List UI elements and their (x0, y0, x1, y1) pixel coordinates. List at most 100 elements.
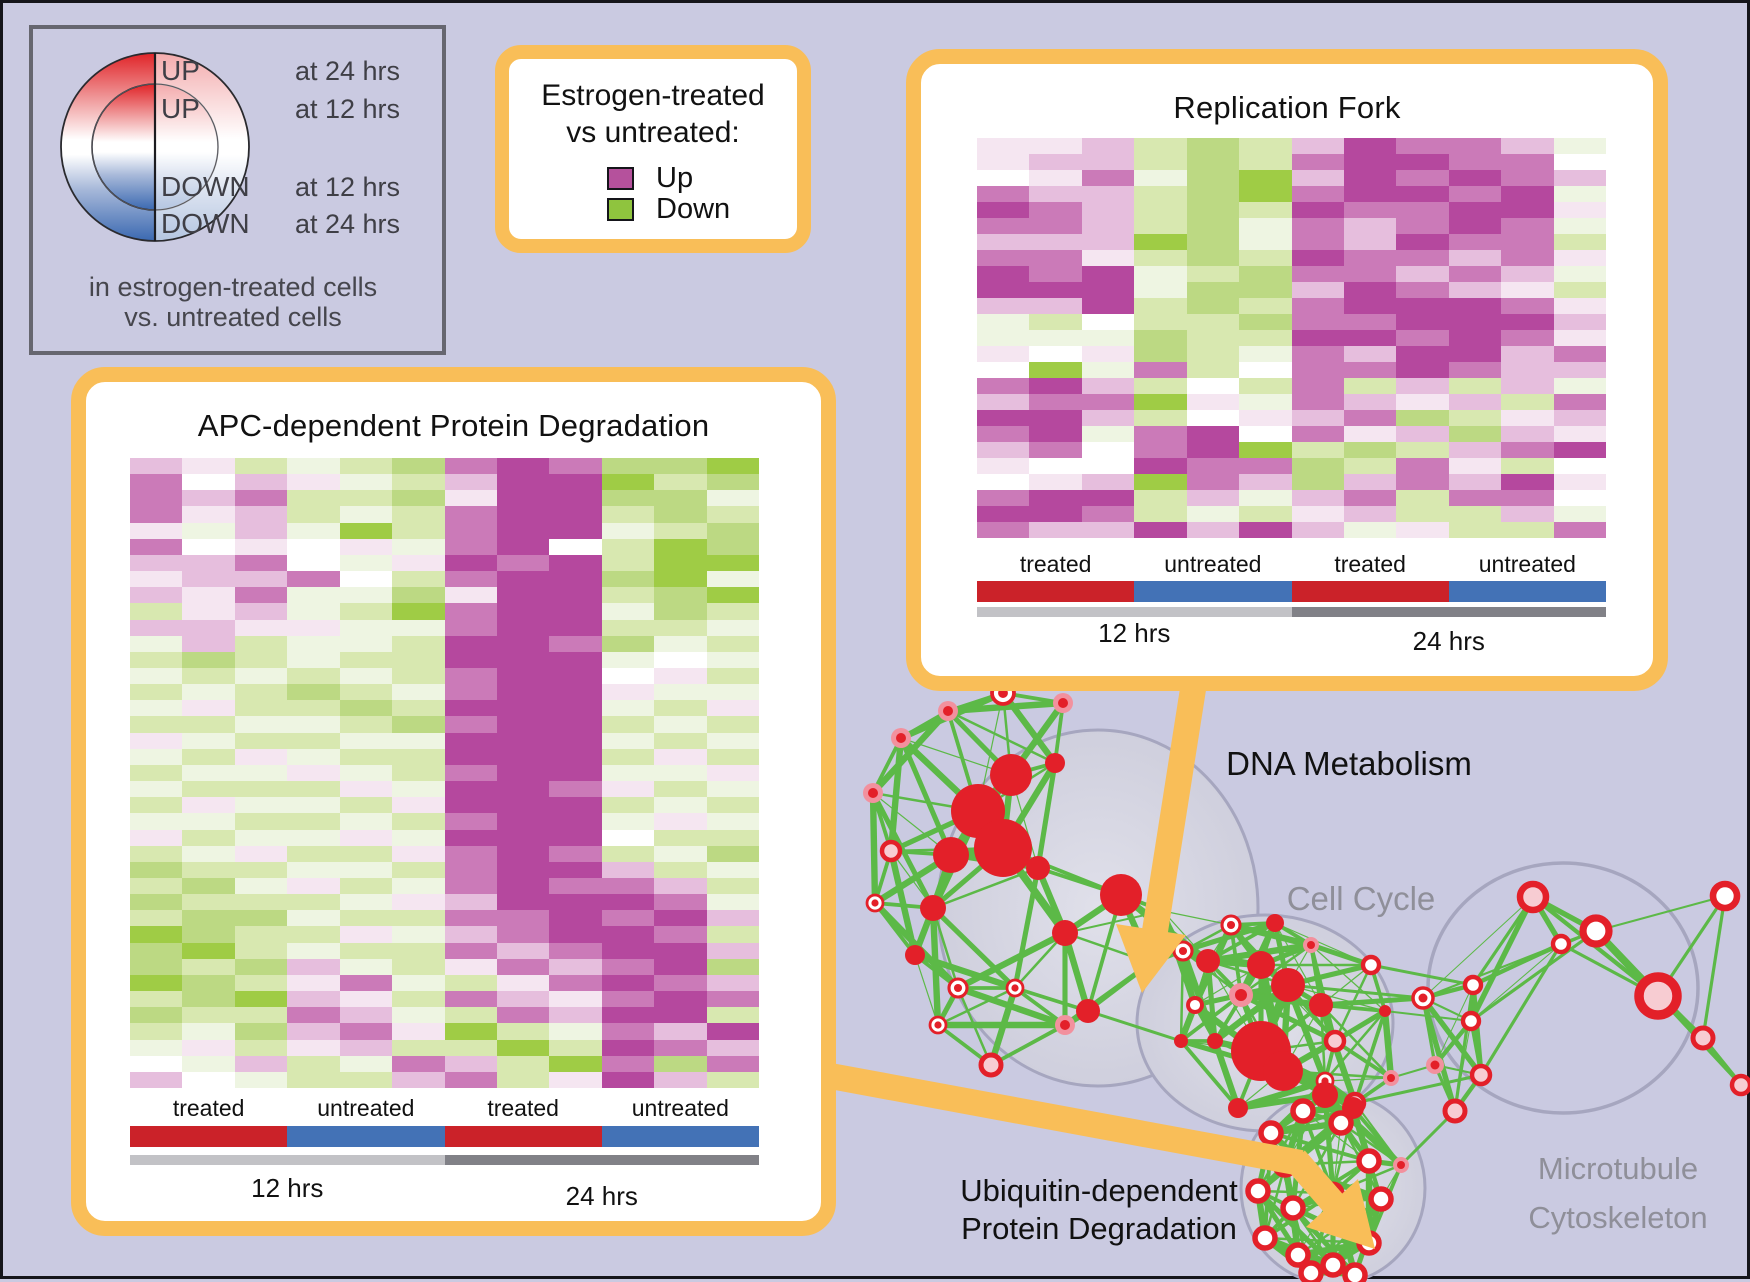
network-label: Protein Degradation (961, 1211, 1237, 1246)
network-node (1290, 1098, 1316, 1124)
updown-legend-item: Down (607, 193, 797, 225)
network-node (879, 839, 903, 863)
time-bar (1291, 607, 1606, 617)
network-node (1323, 1029, 1347, 1053)
updown-legend-item: Up (607, 162, 797, 194)
apc-heatmap-panel: APC-dependent Protein Degradation treate… (71, 367, 836, 1236)
condition-color-bars (130, 1126, 759, 1147)
network-node (1207, 1033, 1223, 1049)
network-node (1460, 1010, 1482, 1032)
network-node (1550, 933, 1572, 955)
network-node (905, 945, 925, 965)
ring-legend-caption-line1: in estrogen-treated cells (89, 272, 377, 302)
bridge-edge (1354, 1102, 1402, 1166)
network-node (1252, 1225, 1278, 1251)
network-node (990, 754, 1032, 796)
ring-time-label: at 12 hrs (295, 172, 400, 202)
network-node (1328, 1110, 1354, 1136)
network-node (1228, 1098, 1248, 1118)
network-node (1368, 1186, 1394, 1212)
network-node (1442, 1098, 1468, 1124)
network-label: DNA Metabolism (1226, 745, 1472, 782)
legend-swatch-label: Up (656, 162, 694, 194)
network-node (978, 1052, 1004, 1078)
time-label: 12 hrs (251, 1173, 324, 1203)
apc-panel-title: APC-dependent Protein Degradation (197, 408, 710, 443)
network-node (1690, 1025, 1716, 1051)
condition-label: untreated (1478, 551, 1576, 577)
condition-label: treated (1334, 551, 1406, 577)
network-node (1280, 1195, 1306, 1221)
rf-panel-title: Replication Fork (1173, 90, 1401, 125)
network-labels: DNA Metabolism Cell Cycle Microtubule Cytos… (960, 745, 1707, 1246)
condition-label: treated (172, 1095, 245, 1121)
network-nodes (863, 680, 1750, 1282)
ring-gradient-legend: UP at 24 hrs UP at 12 hrs DOWN at 12 hrs DOWN a… (29, 25, 446, 355)
network-node (1174, 1034, 1188, 1048)
network-node (1360, 954, 1382, 976)
condition-bar (444, 1126, 602, 1147)
network-node (1263, 1051, 1303, 1091)
network-node (1516, 880, 1550, 914)
condition-bar (130, 1126, 288, 1147)
ring-time-label: at 24 hrs (295, 209, 400, 239)
condition-bar (287, 1126, 445, 1147)
bridge-edge (1087, 1009, 1182, 1043)
time-labels: 12 hrs 24 hrs (977, 618, 1606, 656)
network-node (1729, 1073, 1750, 1097)
network-node (1579, 914, 1613, 948)
bridge-edge (1287, 983, 1424, 1000)
arrow-head (1116, 924, 1186, 993)
connector-arrows (822, 648, 1375, 1249)
pathway-network-diagram: DNA Metabolism Cell Cycle Microtubule Cytos… (822, 648, 1750, 1282)
network-node (1076, 999, 1100, 1023)
time-bar (444, 1155, 759, 1165)
network-node (933, 837, 969, 873)
replication-fork-heatmap (977, 138, 1606, 538)
network-node (1342, 1262, 1368, 1282)
bridge-edge (1354, 1073, 1482, 1105)
network-node (1196, 949, 1220, 973)
network-node (1320, 1252, 1346, 1278)
arrow-shaft (1142, 648, 1212, 934)
updown-legend-title: Estrogen-treated vs untreated: (509, 77, 797, 151)
updown-legend-items: Up Down (509, 162, 797, 225)
time-label: 24 hrs (1412, 626, 1485, 656)
updown-legend-title-line1: Estrogen-treated (541, 79, 765, 112)
ring-gradient-graphic: UP at 24 hrs UP at 12 hrs DOWN at 12 hrs DOWN a… (60, 52, 400, 332)
network-node (1312, 1082, 1338, 1108)
bridge-edge (1320, 995, 1424, 1008)
bridge-edge (1384, 1010, 1472, 1022)
time-label: 24 hrs (565, 1181, 638, 1211)
network-node (1266, 914, 1284, 932)
network-node (1247, 951, 1275, 979)
network-node (1026, 856, 1050, 880)
arrow-shaft (822, 1062, 1304, 1176)
legend-swatch-label: Down (656, 193, 731, 225)
condition-label: untreated (1164, 551, 1262, 577)
ring-time-label: at 24 hrs (295, 56, 400, 86)
network-node (1298, 1260, 1324, 1282)
network-node (1245, 1178, 1271, 1204)
network-node (1258, 1120, 1284, 1146)
ring-direction-label: DOWN (161, 208, 250, 239)
bridge-edge (1370, 963, 1474, 987)
condition-bar (977, 581, 1135, 602)
condition-labels: treated untreated treated untreated (977, 551, 1606, 577)
network-node (1285, 1242, 1311, 1268)
time-label: 12 hrs (1098, 618, 1171, 648)
condition-color-bars (977, 581, 1606, 602)
network-node (1462, 974, 1484, 996)
condition-label: untreated (631, 1095, 729, 1121)
condition-label: untreated (317, 1095, 415, 1121)
ring-direction-label: UP (161, 55, 200, 86)
condition-bar (1134, 581, 1292, 602)
network-label: Microtubule (1538, 1151, 1698, 1186)
ring-legend-caption-line2: vs. untreated cells (124, 302, 342, 332)
ring-time-label: at 12 hrs (295, 94, 400, 124)
apc-heatmap (130, 458, 759, 1088)
updown-legend-title-line2: vs untreated: (566, 116, 740, 149)
legend-swatch (607, 167, 634, 190)
condition-label: treated (1019, 551, 1092, 577)
time-color-bars (977, 607, 1606, 617)
